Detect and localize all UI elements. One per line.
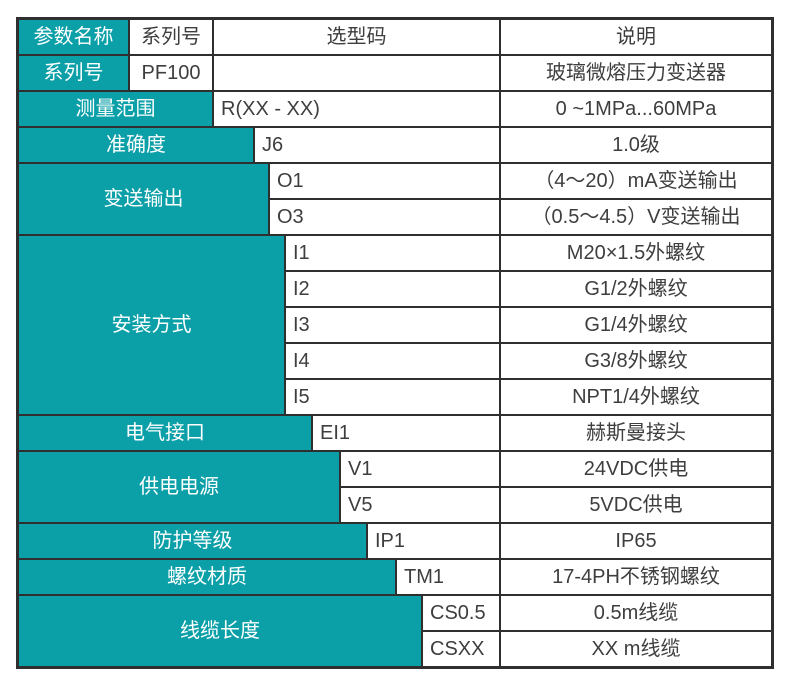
param-cell: 变送输出 xyxy=(19,164,268,234)
param-cell: 防护等级 xyxy=(19,524,366,558)
selection-table: 参数名称 系列号 选型码 说明 系列号 PF100 玻璃微熔压力变送器 测量范围… xyxy=(16,17,774,669)
code-cell: I2 xyxy=(286,272,499,306)
code-cell: I1 xyxy=(286,236,499,270)
code-cell: CS0.5 xyxy=(423,596,499,630)
empty-cell xyxy=(214,56,499,90)
param-cell: 线缆长度 xyxy=(19,596,421,666)
desc-cell: （4～20）mA变送输出 xyxy=(501,164,771,198)
code-cell: CSXX xyxy=(423,632,499,666)
header-cell-param: 参数名称 xyxy=(19,20,128,54)
code-cell: I5 xyxy=(286,380,499,414)
code-cell: TM1 xyxy=(397,560,499,594)
desc-cell: 赫斯曼接头 xyxy=(501,416,771,450)
code-cell: IP1 xyxy=(368,524,499,558)
code-cell: R(XX - XX) xyxy=(214,92,499,126)
code-cell: O1 xyxy=(270,164,499,198)
desc-cell: 5VDC供电 xyxy=(501,488,771,522)
desc-cell: 17-4PH不锈钢螺纹 xyxy=(501,560,771,594)
code-cell: V5 xyxy=(341,488,499,522)
desc-cell: 玻璃微熔压力变送器 xyxy=(501,56,771,90)
param-cell: 电气接口 xyxy=(19,416,311,450)
code-cell: J6 xyxy=(255,128,499,162)
param-cell: 系列号 xyxy=(19,56,128,90)
code-cell: I4 xyxy=(286,344,499,378)
desc-cell: 0 ~1MPa...60MPa xyxy=(501,92,771,126)
desc-cell: G3/8外螺纹 xyxy=(501,344,771,378)
code-cell: PF100 xyxy=(130,56,212,90)
code-cell: I3 xyxy=(286,308,499,342)
desc-cell: M20×1.5外螺纹 xyxy=(501,236,771,270)
header-cell-series: 系列号 xyxy=(130,20,212,54)
header-cell-code: 选型码 xyxy=(214,20,499,54)
desc-cell: NPT1/4外螺纹 xyxy=(501,380,771,414)
header-cell-desc: 说明 xyxy=(501,20,771,54)
desc-cell: 24VDC供电 xyxy=(501,452,771,486)
param-cell: 供电电源 xyxy=(19,452,339,522)
desc-cell: （0.5～4.5）V变送输出 xyxy=(501,200,771,234)
desc-cell: IP65 xyxy=(501,524,771,558)
code-cell: O3 xyxy=(270,200,499,234)
param-cell: 测量范围 xyxy=(19,92,212,126)
code-cell: V1 xyxy=(341,452,499,486)
desc-cell: G1/2外螺纹 xyxy=(501,272,771,306)
desc-cell: 0.5m线缆 xyxy=(501,596,771,630)
code-cell: EI1 xyxy=(313,416,499,450)
param-cell: 准确度 xyxy=(19,128,253,162)
param-cell: 安装方式 xyxy=(19,236,284,414)
desc-cell: 1.0级 xyxy=(501,128,771,162)
desc-cell: G1/4外螺纹 xyxy=(501,308,771,342)
desc-cell: XX m线缆 xyxy=(501,632,771,666)
param-cell: 螺纹材质 xyxy=(19,560,395,594)
